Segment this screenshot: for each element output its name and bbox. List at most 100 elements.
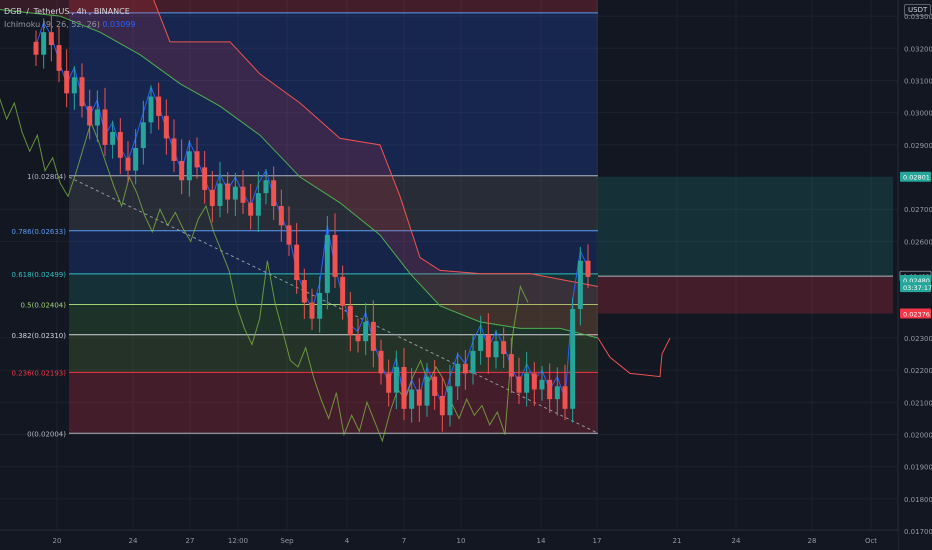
candle-body <box>248 202 254 216</box>
candles <box>33 15 591 432</box>
candle-body <box>148 96 154 123</box>
candle-body <box>393 366 399 393</box>
candle-body <box>125 157 131 171</box>
exchange-label: BINANCE <box>93 7 130 16</box>
candle-body <box>48 32 54 46</box>
price-tick-label: 0.02900 <box>904 142 932 150</box>
candle-body <box>202 167 208 190</box>
price-badge <box>900 308 931 319</box>
price-badge-label: 0.02801 <box>903 174 930 182</box>
candle-body <box>386 373 392 393</box>
candle-body <box>286 225 292 245</box>
candle-body <box>194 151 200 168</box>
candle-body <box>263 180 269 194</box>
candle-body <box>539 379 545 390</box>
indicator-name: Ichimoku (9, 26, 52, 26) <box>4 20 100 29</box>
target-zone <box>598 176 893 277</box>
price-tick-label: 0.02100 <box>904 399 932 407</box>
candle-body <box>94 109 100 126</box>
candle-body <box>179 160 185 181</box>
time-tick-label: 12:00 <box>228 537 248 545</box>
candle-body <box>317 292 323 319</box>
candle-body <box>401 366 407 409</box>
fib-zone <box>69 304 598 335</box>
price-tick-label: 0.02600 <box>904 238 932 246</box>
candle-body <box>71 77 77 94</box>
price-tick-label: 0.02300 <box>904 335 932 343</box>
candle-body <box>209 189 215 207</box>
candle-body <box>501 341 507 355</box>
candle-body <box>301 280 307 303</box>
candle-body <box>79 77 85 107</box>
candle-body <box>562 386 568 409</box>
fib-label: 1(0.02804) <box>27 173 66 181</box>
candle-body <box>140 122 146 149</box>
candle-body <box>554 386 560 400</box>
candle-body <box>56 45 62 71</box>
time-axis: 20 24 27 12:00 Sep 4 7 10 14 17 21 24 28 Oct <box>0 529 898 550</box>
cloud-projection <box>597 337 671 378</box>
candle-body <box>309 302 315 319</box>
symbol-base: DGB <box>4 7 22 16</box>
candle-body <box>516 376 522 393</box>
candle-body <box>340 276 346 306</box>
interval-label: 4h <box>76 7 87 16</box>
candle-body <box>171 138 177 161</box>
candle-body <box>186 151 192 181</box>
currency-badge[interactable]: USDT <box>904 4 932 16</box>
candle-body <box>324 234 330 293</box>
fib-label: 0.786(0.02633) <box>12 228 67 236</box>
indicator-value: 0.03099 <box>102 20 136 29</box>
time-tick-label: 7 <box>402 537 406 545</box>
time-tick-label: 14 <box>537 537 546 545</box>
price-tick-label: 0.03200 <box>904 45 932 53</box>
chikou-line <box>0 97 529 443</box>
time-tick-label: Oct <box>865 537 877 545</box>
candle-body <box>332 234 338 277</box>
candle-body <box>33 41 39 55</box>
indicator-legend[interactable]: Ichimoku (9, 26, 52, 26) 0.03099 <box>4 20 136 29</box>
candle-body <box>485 334 491 358</box>
candle-body <box>363 321 369 342</box>
candle-body <box>271 180 277 207</box>
candle-body <box>87 106 93 126</box>
senkou-span-a <box>153 0 599 287</box>
price-tick-label: 0.02000 <box>904 432 932 440</box>
price-badge-label: 0.02480 <box>903 277 930 285</box>
fib-label: 0.382(0.02310) <box>12 332 67 340</box>
candle-body <box>577 260 583 310</box>
candle-body <box>163 115 169 139</box>
candle-body <box>41 32 47 55</box>
fib-zone <box>69 273 598 305</box>
fib-zone <box>69 175 598 231</box>
price-tick-label: 0.03100 <box>904 77 932 85</box>
price-tick-label: 0.02700 <box>904 206 932 214</box>
candle-body <box>217 183 223 207</box>
candle-body <box>117 131 123 158</box>
candle-body <box>493 341 499 358</box>
price-badge-label: 0.02376 <box>903 311 930 319</box>
candle-body <box>347 305 353 335</box>
candle-body <box>225 183 231 200</box>
price-badge <box>900 171 931 182</box>
candle-body <box>524 373 530 393</box>
symbol-quote: TetherUS <box>33 7 70 16</box>
candle-body <box>508 354 514 377</box>
candle-body <box>64 70 70 94</box>
candle-body <box>478 334 484 351</box>
cloud-area <box>0 0 598 338</box>
price-tick-label: 0.01900 <box>904 464 932 472</box>
time-tick-label: 24 <box>732 537 741 545</box>
time-tick-label: 21 <box>673 537 682 545</box>
candle-body <box>110 131 116 145</box>
price-badge-label: 03:37:17 <box>903 284 932 292</box>
candle-body <box>133 148 139 171</box>
time-tick-label: 10 <box>457 537 466 545</box>
fib-zone-upper <box>69 12 598 176</box>
time-tick-label: 20 <box>53 537 62 545</box>
candle-body <box>409 389 415 409</box>
candle-body <box>294 244 300 281</box>
symbol-header[interactable]: DGB / TetherUS, 4h, BINANCE <box>4 7 130 16</box>
time-tick-label: 27 <box>186 537 195 545</box>
